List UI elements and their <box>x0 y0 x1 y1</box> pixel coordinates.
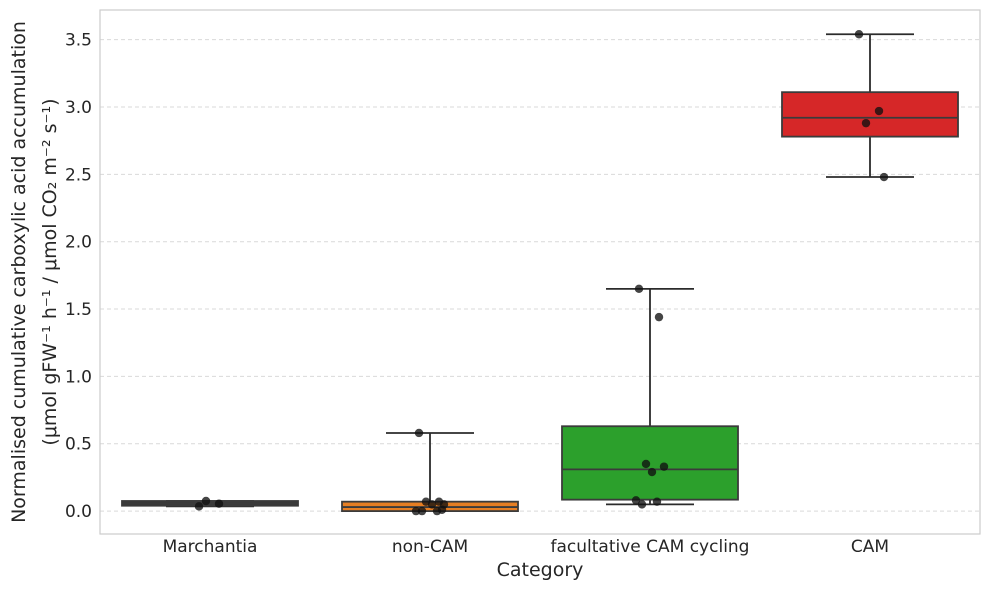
data-point <box>879 172 889 182</box>
data-point <box>634 284 644 294</box>
data-points <box>194 30 889 516</box>
y-tick-label: 2.0 <box>65 233 92 253</box>
box-iqr <box>781 91 959 138</box>
box-cam <box>781 33 959 178</box>
x-tick-labels: Marchantia non-CAM facultative CAM cycling… <box>163 537 890 557</box>
data-point <box>861 118 871 128</box>
data-point <box>214 499 224 508</box>
y-tick-label: 1.0 <box>65 367 92 387</box>
y-axis-title-line2: (μmol gFW⁻¹ h⁻¹ / μmol CO₂ m⁻² s⁻¹) <box>39 98 61 445</box>
x-tick-label: non-CAM <box>392 537 468 557</box>
y-tick-label: 3.5 <box>65 31 92 51</box>
data-point <box>637 500 647 509</box>
x-tick-label: facultative CAM cycling <box>551 537 750 557</box>
y-tick-labels: 0.0 0.5 1.0 1.5 2.0 2.5 3.0 3.5 <box>65 31 92 522</box>
boxes <box>121 33 959 513</box>
data-point <box>417 506 427 516</box>
data-point <box>631 496 641 505</box>
y-tick-label: 2.5 <box>65 165 92 185</box>
y-tick-label: 0.5 <box>65 435 92 455</box>
data-point <box>414 428 424 438</box>
box-non-cam <box>341 432 519 513</box>
data-point <box>874 106 884 116</box>
y-tick-label: 0.0 <box>65 502 92 522</box>
data-point <box>647 467 657 477</box>
y-tick-label: 1.5 <box>65 300 92 320</box>
data-point <box>854 30 864 39</box>
y-axis-title-line1: Normalised cumulative carboxylic acid ac… <box>8 21 30 523</box>
data-point <box>194 502 204 511</box>
data-point <box>659 462 669 471</box>
plot-frame <box>99 9 981 535</box>
x-tick-label: Marchantia <box>163 537 258 557</box>
data-point <box>641 459 651 469</box>
data-point <box>437 505 447 514</box>
data-point <box>652 497 662 506</box>
data-point <box>427 500 437 509</box>
data-point <box>201 496 211 506</box>
x-tick-label: CAM <box>851 537 889 557</box>
x-axis-title: Category <box>497 559 584 581</box>
y-tick-label: 3.0 <box>65 98 92 118</box>
data-point <box>411 506 421 516</box>
data-point <box>654 312 664 322</box>
